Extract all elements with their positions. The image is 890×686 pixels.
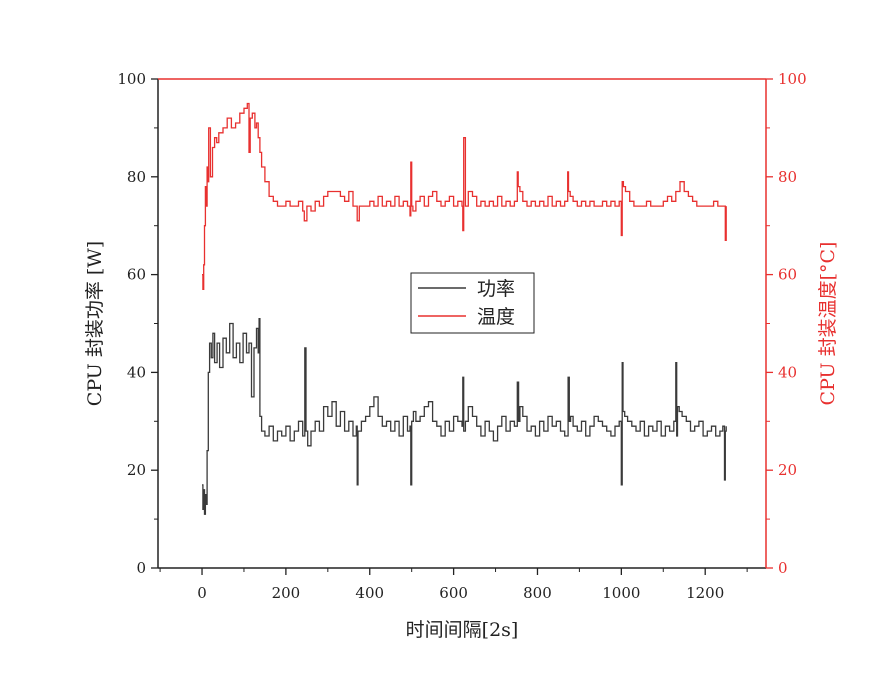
x-tick-label: 800 [523, 584, 552, 602]
y-axis-right-title: CPU 封装温度[°C] [817, 242, 839, 406]
x-tick-label: 1000 [602, 584, 640, 602]
x-axis-title: 时间间隔[2s] [406, 619, 519, 641]
x-tick-label: 600 [439, 584, 468, 602]
x-tick-label: 400 [355, 584, 384, 602]
y-right-tick-label: 80 [778, 168, 797, 186]
y-left-tick-label: 80 [127, 168, 146, 186]
y-axis-left-title: CPU 封装功率 [W] [84, 241, 106, 406]
legend-label-temperature: 温度 [477, 306, 515, 328]
y-left-tick-label: 40 [127, 363, 146, 381]
legend-label-power: 功率 [477, 278, 515, 300]
y-right-tick-label: 60 [778, 266, 797, 284]
y-left-tick-label: 0 [136, 559, 146, 577]
y-left-tick-label: 60 [127, 266, 146, 284]
y-left-tick-label: 100 [117, 70, 146, 88]
y-left-tick-label: 20 [127, 461, 146, 479]
series-line-power [202, 317, 727, 515]
y-right-tick-label: 0 [778, 559, 788, 577]
y-right-tick-label: 40 [778, 363, 797, 381]
y-right-tick-label: 100 [778, 70, 807, 88]
legend-box [410, 272, 535, 334]
legend: 功率 温度 [410, 272, 535, 334]
series-layer [202, 102, 727, 515]
x-tick-label: 0 [197, 584, 207, 602]
series-line-temperature [202, 102, 727, 290]
y-right-tick-label: 20 [778, 461, 797, 479]
axes-layer: 0 200 400 600 800 1000 12000204060801000204060… [117, 70, 806, 602]
x-tick-label: 1200 [686, 584, 724, 602]
x-tick-label: 200 [272, 584, 301, 602]
